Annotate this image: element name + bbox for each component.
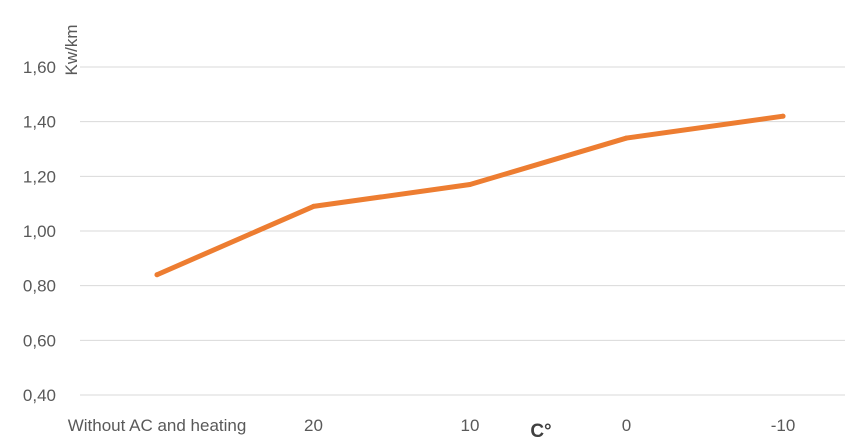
data-point xyxy=(154,272,160,278)
series-group xyxy=(154,113,786,278)
data-point xyxy=(624,135,629,141)
x-axis-title: C° xyxy=(530,421,551,442)
x-tick-label: 10 xyxy=(461,416,480,435)
x-tick-label: 0 xyxy=(622,416,631,435)
y-tick-label: 1,00 xyxy=(23,222,56,241)
x-tick-label: Without AC and heating xyxy=(68,416,247,435)
y-tick-label: 0,40 xyxy=(23,386,56,405)
y-axis-tick-labels: 0,40 0,60 0,80 1,00 1,20 1,40 1,60 xyxy=(23,58,56,405)
data-point xyxy=(780,113,786,119)
y-tick-label: 1,60 xyxy=(23,58,56,77)
x-tick-label: -10 xyxy=(771,416,796,435)
data-point xyxy=(311,203,316,209)
x-tick-label: 20 xyxy=(304,416,323,435)
y-tick-label: 0,80 xyxy=(23,277,56,296)
series-line xyxy=(154,113,786,278)
gridlines xyxy=(80,66,845,396)
y-tick-label: 1,20 xyxy=(23,167,56,186)
data-point xyxy=(467,182,473,188)
y-tick-label: 0,60 xyxy=(23,331,56,350)
y-tick-label: 1,40 xyxy=(23,113,56,132)
x-axis-tick-labels: Without AC and heating 20 10 0 -10 xyxy=(68,416,796,435)
y-axis-title: Kw/km xyxy=(62,25,81,76)
